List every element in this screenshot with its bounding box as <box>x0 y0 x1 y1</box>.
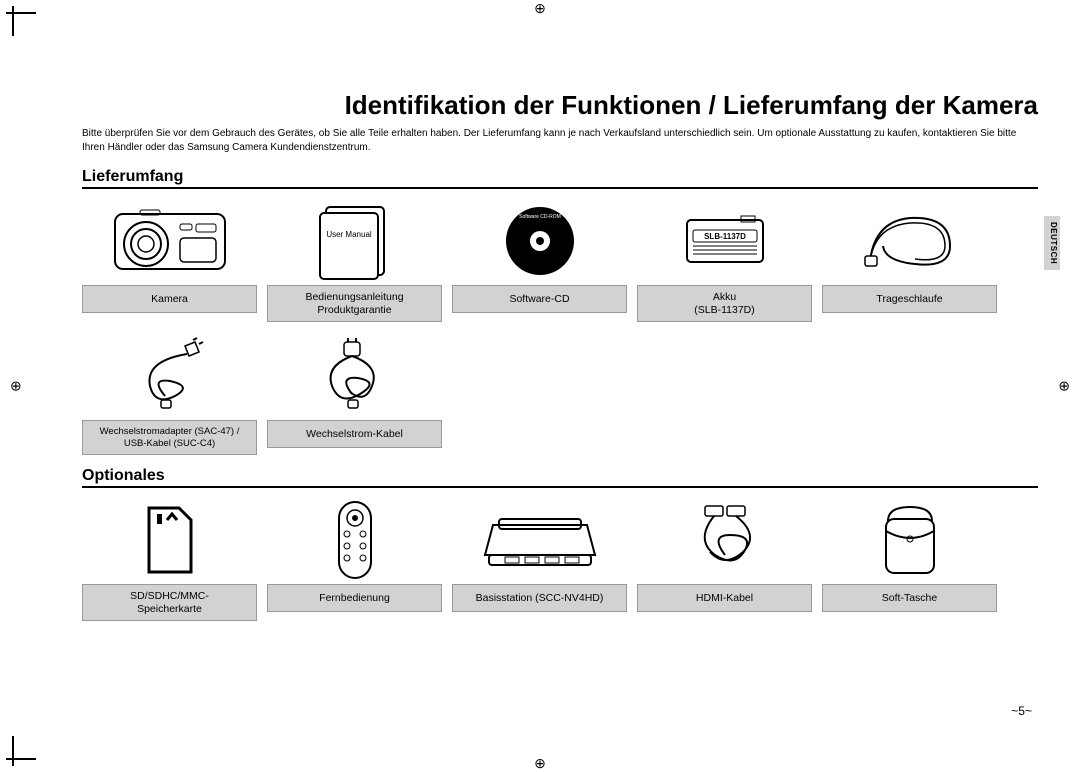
section-heading-included: Lieferumfang <box>82 168 1038 189</box>
registration-mark-icon: ⊕ <box>534 755 546 772</box>
item-label: Trageschlaufe <box>822 285 997 313</box>
cradle-icon <box>452 496 627 584</box>
ac-cable-icon <box>267 332 442 420</box>
item-label: Wechselstrom-Kabel <box>267 420 442 448</box>
cd-icon: Software CD-ROM <box>452 197 627 285</box>
registration-mark-icon: ⊕ <box>1058 378 1070 395</box>
item-manual: User Manual Bedienungsanleitung Produktg… <box>267 197 442 322</box>
manual-icon: User Manual <box>267 197 442 285</box>
section-heading-optional: Optionales <box>82 467 1038 488</box>
registration-mark-icon: ⊕ <box>10 378 22 395</box>
item-label: Akku (SLB-1137D) <box>637 285 812 322</box>
page-description: Bitte überprüfen Sie vor dem Gebrauch de… <box>82 127 1038 154</box>
item-hdmi: HDMI-Kabel <box>637 496 812 621</box>
item-ac-cable: Wechselstrom-Kabel <box>267 332 442 455</box>
item-softcase: Soft-Tasche <box>822 496 997 621</box>
optional-grid: SD/SDHC/MMC- Speicherkarte <box>82 496 1038 621</box>
item-cd: Software CD-ROM Software-CD <box>452 197 627 322</box>
item-remote: Fernbedienung <box>267 496 442 621</box>
included-grid: Kamera User Manual Bedienungsanleitung P… <box>82 197 1038 455</box>
camera-icon <box>82 197 257 285</box>
item-ac-adapter: Wechselstromadapter (SAC-47) / USB-Kabel… <box>82 332 257 455</box>
item-label: Wechselstromadapter (SAC-47) / USB-Kabel… <box>82 420 257 455</box>
remote-icon <box>267 496 442 584</box>
registration-mark-icon: ⊕ <box>534 0 546 17</box>
soft-case-icon <box>822 496 997 584</box>
item-cradle: Basisstation (SCC-NV4HD) <box>452 496 627 621</box>
svg-text:Software CD-ROM: Software CD-ROM <box>519 214 561 220</box>
battery-icon: SLB-1137D <box>637 197 812 285</box>
item-label: SD/SDHC/MMC- Speicherkarte <box>82 584 257 621</box>
item-sdcard: SD/SDHC/MMC- Speicherkarte <box>82 496 257 621</box>
item-label: Software-CD <box>452 285 627 313</box>
page-title: Identifikation der Funktionen / Lieferum… <box>82 90 1038 121</box>
item-label: Kamera <box>82 285 257 313</box>
page-number: ~5~ <box>1011 704 1032 718</box>
item-label: Bedienungsanleitung Produktgarantie <box>267 285 442 322</box>
hdmi-cable-icon <box>637 496 812 584</box>
item-camera: Kamera <box>82 197 257 322</box>
item-label: HDMI-Kabel <box>637 584 812 612</box>
item-strap: Trageschlaufe <box>822 197 997 322</box>
language-tab: DEUTSCH <box>1044 216 1060 270</box>
item-battery: SLB-1137D Akku (SLB-1137D) <box>637 197 812 322</box>
page-content: Identifikation der Funktionen / Lieferum… <box>82 90 1038 712</box>
sdcard-icon <box>82 496 257 584</box>
item-label: Fernbedienung <box>267 584 442 612</box>
svg-text:SLB-1137D: SLB-1137D <box>704 232 746 241</box>
strap-icon <box>822 197 997 285</box>
item-label: Soft-Tasche <box>822 584 997 612</box>
item-label: Basisstation (SCC-NV4HD) <box>452 584 627 612</box>
svg-text:User Manual: User Manual <box>326 230 372 239</box>
ac-adapter-icon <box>82 332 257 420</box>
